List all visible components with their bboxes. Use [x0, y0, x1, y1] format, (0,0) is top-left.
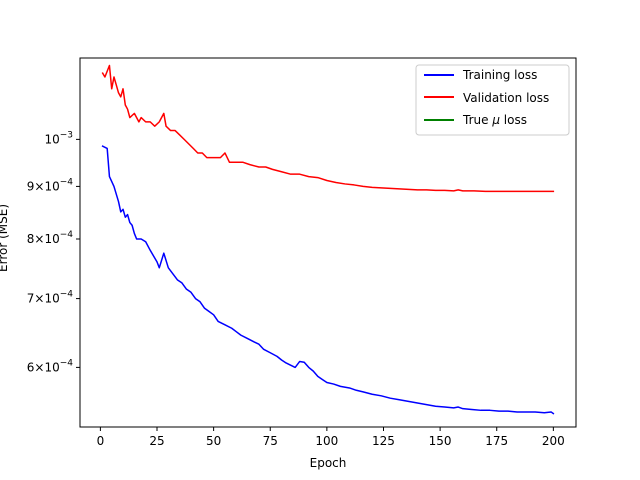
x-axis-label: Epoch: [310, 456, 347, 470]
x-tick-label: 175: [485, 434, 508, 448]
x-tick-label: 50: [206, 434, 221, 448]
y-tick-label: 9×10−4: [27, 177, 74, 193]
legend-label-true-mu: True μ loss: [462, 113, 527, 127]
y-tick-label: 7×10−4: [27, 290, 74, 306]
series-line-training-loss: [101, 145, 555, 415]
x-tick-label: 0: [97, 434, 105, 448]
series-line-validation-loss: [101, 64, 555, 193]
legend-label-true-mu-rest: loss: [500, 113, 527, 127]
axes-frame: [79, 57, 577, 428]
x-tick-label: 100: [315, 434, 338, 448]
axes-layer: 0 25 50 75 100 125 150 175 200 6×10−4 7×10−4 8×10−4…: [27, 57, 577, 448]
legend-box: [415, 64, 570, 136]
y-axis-label: Error (MSE): [0, 204, 10, 272]
plot-layer: [101, 64, 555, 415]
x-tick-label: 200: [542, 434, 565, 448]
legend: Training loss Validation loss True μ los…: [415, 64, 570, 136]
y-tick-label: 6×10−4: [27, 358, 74, 374]
y-tick-label: 8×10−4: [27, 230, 74, 246]
x-tick-label: 125: [372, 434, 395, 448]
y-tick-label: 10−3: [44, 130, 73, 146]
legend-label-true-mu-symbol: μ: [491, 113, 500, 127]
legend-label-training: Training loss: [462, 68, 537, 82]
x-tick-label: 75: [263, 434, 278, 448]
legend-label-validation: Validation loss: [463, 91, 549, 105]
legend-label-true-mu-main: True: [462, 113, 492, 127]
x-tick-label: 25: [149, 434, 164, 448]
x-tick-label: 150: [429, 434, 452, 448]
